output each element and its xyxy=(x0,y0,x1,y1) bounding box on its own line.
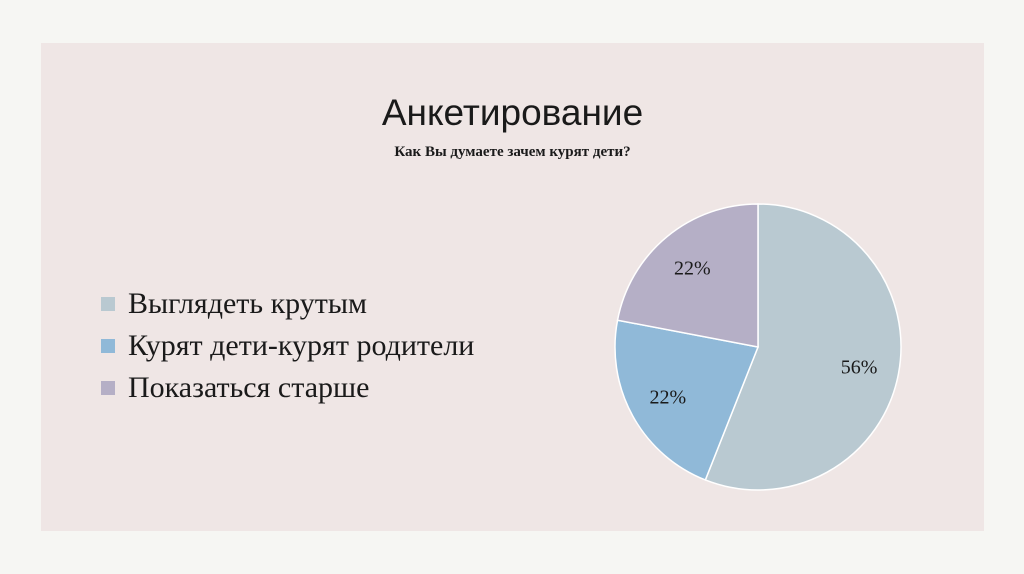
pie-slice-1 xyxy=(614,319,760,481)
data-label-0: 56% xyxy=(841,356,878,378)
legend-label: Курят дети-курят родители xyxy=(128,329,475,362)
slide-title: Анкетирование xyxy=(381,92,644,133)
legend-item: Показаться старше xyxy=(101,367,474,409)
legend-swatch-1 xyxy=(101,339,115,353)
data-label-2: 22% xyxy=(674,258,711,280)
pie-slice-0 xyxy=(704,203,902,491)
pie-chart: 56% 22% 22% xyxy=(614,203,902,491)
data-label-1: 22% xyxy=(649,387,686,409)
legend-item: Выглядеть крутым xyxy=(101,283,474,325)
pie-slice-2 xyxy=(616,203,759,348)
legend-label: Показаться старше xyxy=(128,371,370,404)
legend-swatch-0 xyxy=(101,297,115,311)
legend-swatch-2 xyxy=(101,381,115,395)
chart-legend: Выглядеть крутым Курят дети-курят родите… xyxy=(101,283,474,409)
legend-label: Выглядеть крутым xyxy=(128,287,368,320)
legend-item: Курят дети-курят родители xyxy=(101,325,474,367)
slide: Анкетирование Как Вы думаете зачем курят… xyxy=(41,43,984,531)
chart-subtitle: Как Вы думаете зачем курят дети? xyxy=(394,144,631,160)
